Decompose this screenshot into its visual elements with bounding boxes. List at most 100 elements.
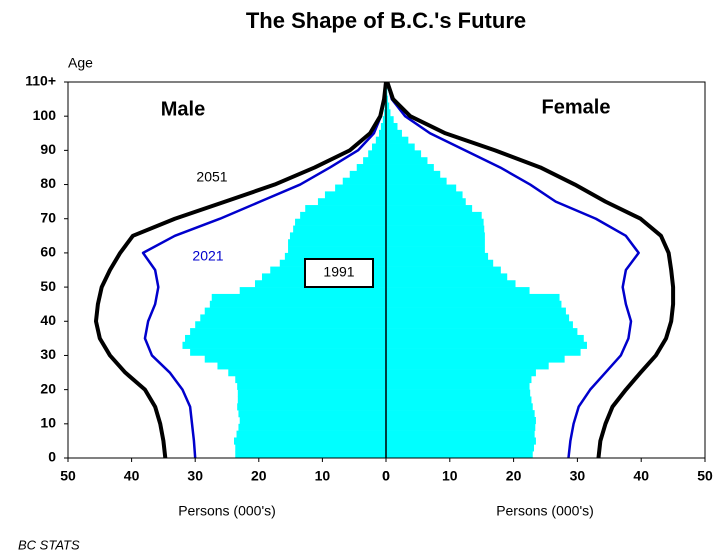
y-tick-label: 0 [48, 449, 56, 465]
bar [386, 314, 570, 322]
bar [239, 416, 386, 425]
x-tick-label: 10 [442, 468, 458, 484]
source: BC STATS [18, 537, 80, 552]
bar [386, 218, 484, 226]
bar [295, 218, 386, 226]
bar [235, 451, 386, 459]
x-tick-label: 0 [382, 468, 390, 484]
bar [386, 382, 530, 390]
y-tick-label: 20 [40, 380, 56, 396]
bar [238, 423, 386, 431]
bar [386, 389, 531, 397]
bar [386, 232, 485, 240]
bar [324, 191, 386, 199]
bar [237, 382, 386, 390]
bar [386, 259, 494, 267]
bar [335, 184, 386, 192]
bar [237, 403, 386, 411]
bar [368, 150, 386, 158]
bar [386, 116, 394, 124]
bar [386, 396, 532, 404]
bar [233, 437, 386, 445]
bar [386, 423, 536, 431]
bar [356, 164, 386, 172]
bar [386, 239, 485, 247]
bar [386, 430, 535, 438]
x-tick-label: 50 [697, 468, 713, 484]
y-tick-label: 70 [40, 209, 56, 225]
bar [372, 143, 386, 151]
bar [386, 403, 533, 411]
y-tick-label: 50 [40, 278, 56, 294]
x-tick-label: 50 [60, 468, 76, 484]
bar [386, 109, 391, 117]
x-tick-label: 40 [124, 468, 140, 484]
bar [386, 307, 566, 315]
bar [190, 348, 386, 356]
bar [386, 184, 457, 192]
bar [386, 362, 549, 370]
bar [239, 287, 386, 295]
y-tick-label: 100 [33, 107, 57, 123]
bar [386, 246, 485, 254]
bar [195, 321, 386, 329]
y-tick-label: 60 [40, 244, 56, 260]
x-tick-label: 0 [382, 468, 390, 484]
bar [317, 198, 386, 206]
bar [386, 252, 489, 261]
bar [375, 136, 386, 144]
bar [284, 252, 386, 261]
bar [386, 136, 409, 144]
line [93, 81, 388, 459]
bar [386, 191, 463, 199]
bar [386, 211, 482, 220]
bar [386, 198, 466, 206]
x-tick-label: 20 [506, 468, 522, 484]
bar [211, 293, 386, 302]
bar [386, 321, 573, 329]
bar [288, 239, 386, 247]
y-tick-label: 90 [40, 141, 56, 157]
bar [386, 416, 536, 425]
bar [380, 123, 386, 131]
label-box [304, 258, 374, 288]
bar [386, 273, 508, 281]
bar [236, 430, 386, 438]
bar [235, 375, 386, 384]
series-label: 1991 [323, 264, 354, 280]
line [386, 81, 640, 459]
bar [235, 444, 386, 452]
bar [289, 232, 386, 240]
bar [363, 157, 386, 165]
bar [185, 334, 386, 343]
bar [182, 341, 386, 349]
bar [190, 328, 386, 336]
bar [386, 444, 535, 452]
bar [386, 205, 473, 213]
bar [228, 369, 386, 377]
bar [386, 287, 530, 295]
bar [204, 355, 386, 363]
bar [386, 164, 434, 172]
x-tick-label: 30 [187, 468, 203, 484]
bar [386, 410, 535, 418]
bar [386, 225, 485, 233]
bar [386, 95, 388, 103]
y-tick-label: 30 [40, 346, 56, 362]
y-tick-label: 40 [40, 312, 56, 328]
bar [386, 280, 516, 288]
y-tick-label: 10 [40, 415, 56, 431]
x-tick-label: 10 [315, 468, 331, 484]
bar [237, 389, 386, 397]
y-tick-label: 80 [40, 175, 56, 191]
bar [386, 451, 533, 459]
bar [300, 211, 386, 220]
x-axis-label: Persons (000's) [178, 503, 276, 519]
bar [217, 362, 386, 370]
bar [237, 396, 386, 404]
bar [288, 246, 386, 254]
x-tick-label: 20 [251, 468, 267, 484]
bar [386, 177, 447, 185]
bar [386, 369, 536, 377]
bar [382, 116, 386, 124]
